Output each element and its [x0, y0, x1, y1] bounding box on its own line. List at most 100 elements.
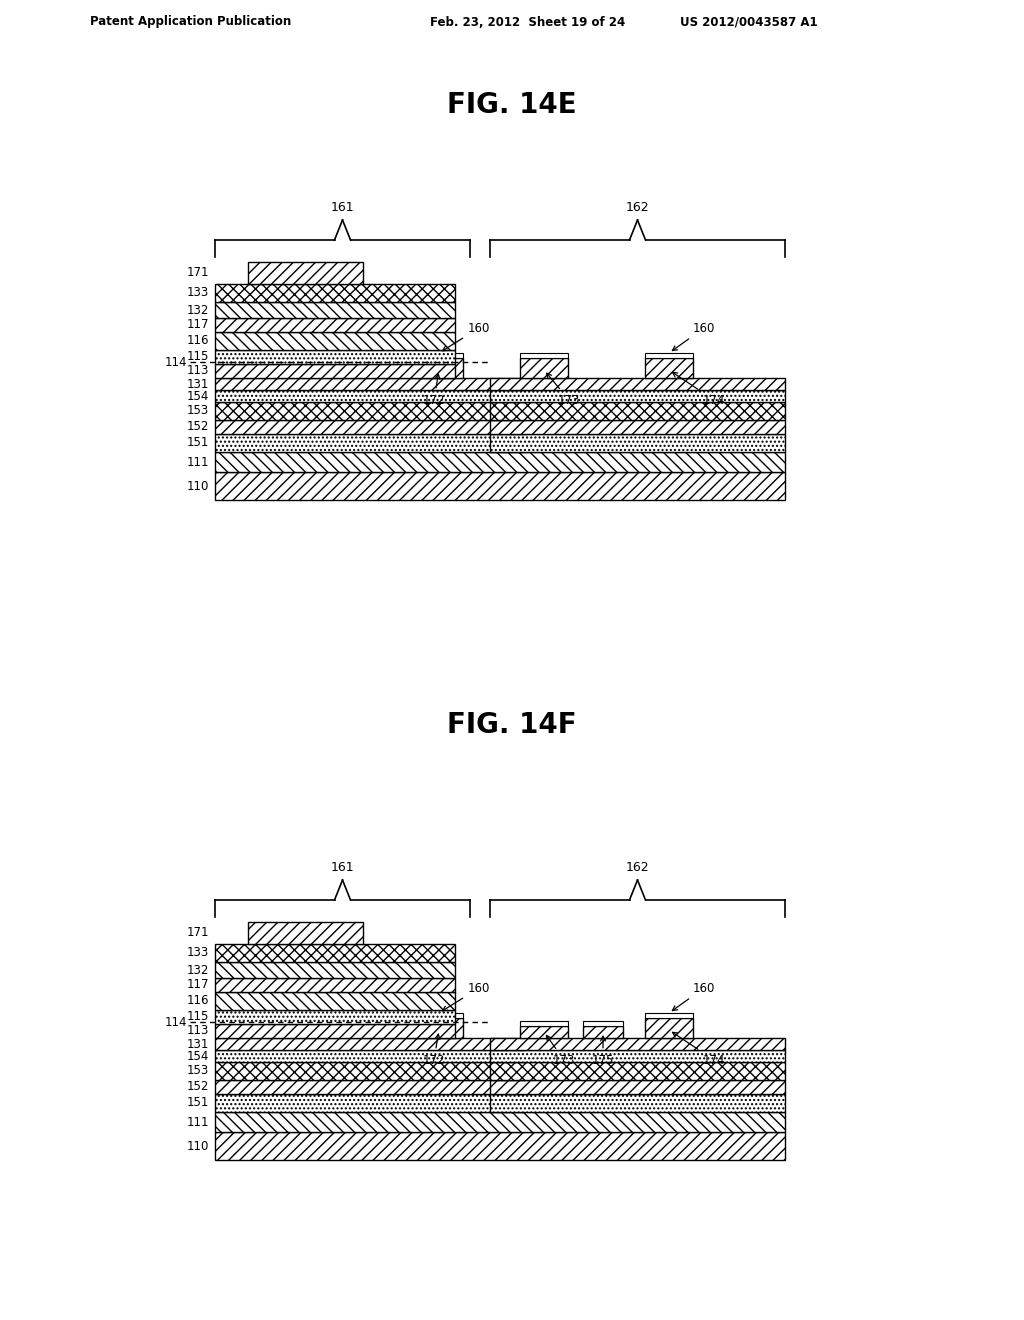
Bar — [520, 1026, 568, 1038]
Text: 161: 161 — [331, 201, 354, 214]
Bar — [490, 1080, 785, 1094]
Text: 116: 116 — [186, 334, 209, 347]
Text: 160: 160 — [673, 982, 715, 1011]
Bar — [215, 420, 525, 434]
Bar — [215, 962, 455, 978]
Text: 115: 115 — [186, 351, 209, 363]
Bar — [415, 358, 463, 378]
Text: 160: 160 — [673, 322, 715, 351]
Text: 131: 131 — [186, 1038, 209, 1051]
Text: 173: 173 — [547, 1035, 575, 1067]
Text: 115: 115 — [186, 1011, 209, 1023]
Text: 153: 153 — [186, 1064, 209, 1077]
Text: FIG. 14E: FIG. 14E — [447, 91, 577, 119]
Bar — [490, 420, 785, 434]
Bar — [520, 1020, 568, 1026]
Bar — [415, 1012, 463, 1018]
Bar — [215, 1094, 525, 1111]
Bar — [645, 1018, 693, 1038]
Bar — [583, 1026, 623, 1038]
Bar — [645, 352, 693, 358]
Bar — [490, 434, 785, 451]
Text: Feb. 23, 2012  Sheet 19 of 24: Feb. 23, 2012 Sheet 19 of 24 — [430, 16, 626, 29]
Text: FIG. 14F: FIG. 14F — [447, 711, 577, 739]
Text: 111: 111 — [186, 455, 209, 469]
Text: 161: 161 — [331, 861, 354, 874]
Text: 132: 132 — [186, 964, 209, 977]
Bar — [215, 1133, 785, 1160]
Bar — [215, 350, 455, 364]
Text: 171: 171 — [186, 927, 209, 940]
Bar — [215, 1111, 785, 1133]
Text: 172: 172 — [423, 374, 445, 407]
Bar — [215, 1063, 525, 1080]
Bar — [248, 261, 362, 284]
Bar — [215, 473, 785, 500]
Bar — [215, 944, 455, 962]
Text: 132: 132 — [186, 304, 209, 317]
Text: 133: 133 — [186, 946, 209, 960]
Bar — [215, 451, 785, 473]
Text: 160: 160 — [442, 322, 490, 351]
Text: 172: 172 — [423, 1034, 445, 1067]
Bar — [215, 978, 455, 993]
Text: 174: 174 — [673, 372, 725, 407]
Text: 154: 154 — [186, 1049, 209, 1063]
Text: 131: 131 — [186, 378, 209, 391]
Bar — [520, 358, 568, 378]
Bar — [583, 1020, 623, 1026]
Text: 153: 153 — [186, 404, 209, 417]
Text: 113: 113 — [186, 364, 209, 378]
Bar — [215, 1024, 455, 1038]
Bar — [215, 364, 455, 378]
Text: 162: 162 — [626, 861, 649, 874]
Text: US 2012/0043587 A1: US 2012/0043587 A1 — [680, 16, 817, 29]
Text: 111: 111 — [186, 1115, 209, 1129]
Text: 171: 171 — [186, 267, 209, 280]
Bar — [215, 389, 525, 403]
Bar — [215, 1010, 455, 1024]
Bar — [415, 1018, 463, 1038]
Bar — [215, 1080, 525, 1094]
Bar — [520, 352, 568, 358]
Bar — [490, 389, 785, 403]
Bar — [490, 403, 785, 420]
Text: 160: 160 — [442, 982, 490, 1011]
Text: 117: 117 — [186, 978, 209, 991]
Bar — [215, 378, 525, 389]
Bar — [490, 1094, 785, 1111]
Text: 114: 114 — [165, 1015, 187, 1028]
Bar — [645, 1012, 693, 1018]
Text: 114: 114 — [165, 355, 187, 368]
Text: Patent Application Publication: Patent Application Publication — [90, 16, 291, 29]
Bar — [215, 302, 455, 318]
Bar — [645, 358, 693, 378]
Bar — [490, 1063, 785, 1080]
Text: 151: 151 — [186, 1097, 209, 1110]
Text: 113: 113 — [186, 1024, 209, 1038]
Bar — [215, 333, 455, 350]
Bar — [215, 434, 525, 451]
Bar — [215, 1038, 525, 1049]
Text: 110: 110 — [186, 1139, 209, 1152]
Text: 116: 116 — [186, 994, 209, 1007]
Text: 152: 152 — [186, 421, 209, 433]
Text: 152: 152 — [186, 1081, 209, 1093]
Text: 174: 174 — [673, 1032, 725, 1067]
Bar — [215, 403, 525, 420]
Bar — [248, 921, 362, 944]
Text: 175: 175 — [592, 1036, 614, 1067]
Text: 117: 117 — [186, 318, 209, 331]
Text: 133: 133 — [186, 286, 209, 300]
Text: 162: 162 — [626, 201, 649, 214]
Bar — [215, 1049, 525, 1063]
Text: 154: 154 — [186, 389, 209, 403]
Text: 110: 110 — [186, 479, 209, 492]
Text: 151: 151 — [186, 437, 209, 450]
Bar — [215, 284, 455, 302]
Bar — [490, 1049, 785, 1063]
Text: 173: 173 — [547, 374, 581, 407]
Bar — [215, 318, 455, 333]
Bar — [415, 352, 463, 358]
Bar — [490, 1038, 785, 1049]
